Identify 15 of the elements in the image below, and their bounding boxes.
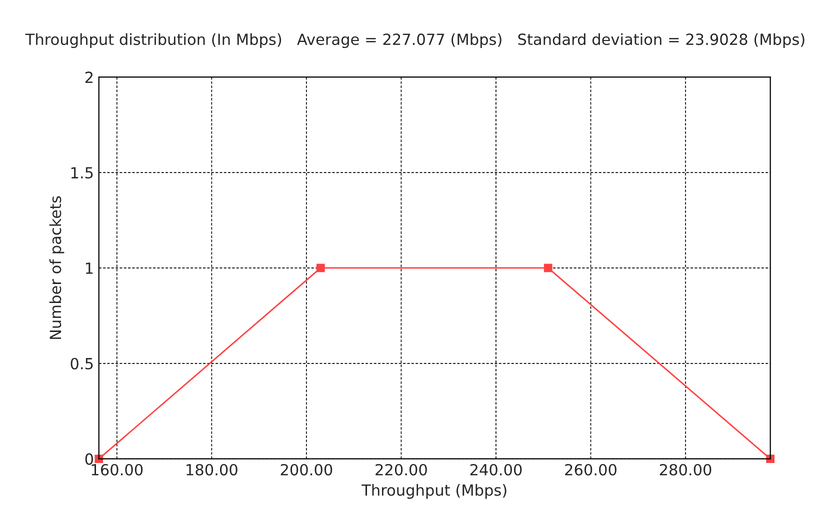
y-tick-label: 1.5 [71, 167, 93, 179]
x-tick-label: 240.00 [470, 464, 522, 476]
x-tick-label: 160.00 [92, 464, 143, 476]
x-tick-label: 180.00 [186, 464, 238, 476]
x-axis-title: Throughput (Mbps) [362, 484, 506, 499]
y-tick-label: 0 [85, 453, 94, 465]
x-tick-label: 260.00 [565, 464, 616, 476]
y-tick-label: 2 [85, 72, 92, 83]
x-tick-label: 200.00 [280, 464, 332, 476]
y-axis-title: Number of packets [49, 196, 64, 339]
y-tick-label: 1 [86, 262, 93, 274]
y-tick-label: 0.5 [70, 358, 93, 370]
chart-title: Throughput distribution (In Mbps) Average = 227.077 (Mbps) Standard deviation = 23.9028 (Mbps) [25, 33, 804, 48]
x-tick-label: 220.00 [376, 464, 427, 476]
x-tick-label: 280.00 [660, 464, 712, 476]
